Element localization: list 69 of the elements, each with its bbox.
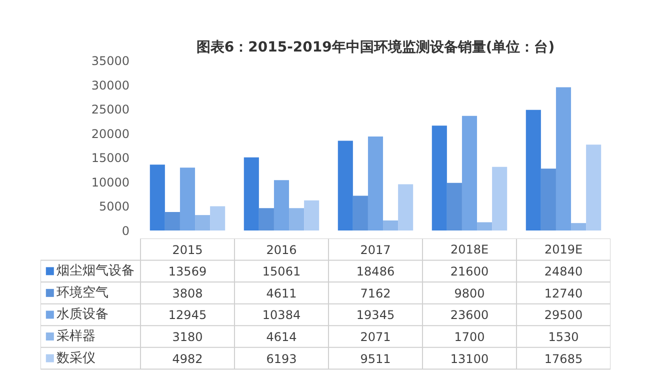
bar bbox=[164, 212, 180, 230]
bar bbox=[338, 140, 353, 230]
data-label: 1700 bbox=[454, 330, 485, 344]
bar bbox=[462, 116, 478, 230]
data-label: 3180 bbox=[172, 330, 203, 344]
legend-label: 水质设备 bbox=[56, 307, 108, 322]
data-label: 19345 bbox=[356, 308, 395, 322]
bar bbox=[432, 126, 447, 230]
bar bbox=[398, 184, 414, 230]
x-tick-label: 2019E bbox=[544, 242, 583, 256]
data-label: 3808 bbox=[172, 286, 203, 300]
bar bbox=[586, 144, 602, 230]
chart-title: 图表6：2015-2019年中国环境监测设备销量(单位：台) bbox=[196, 38, 555, 56]
bar bbox=[446, 182, 462, 230]
y-tick-label: 20000 bbox=[91, 126, 130, 141]
bar bbox=[383, 220, 398, 230]
x-tick-label: 2017 bbox=[360, 242, 391, 257]
bar bbox=[352, 196, 368, 230]
data-label: 9800 bbox=[454, 286, 485, 300]
y-tick-label: 15000 bbox=[91, 151, 130, 166]
data-label: 7162 bbox=[360, 286, 391, 300]
data-label: 4611 bbox=[266, 286, 297, 300]
bar bbox=[195, 215, 210, 230]
data-label: 21600 bbox=[450, 264, 489, 279]
bar bbox=[150, 164, 165, 230]
x-tick-label: 2016 bbox=[266, 242, 297, 257]
bar bbox=[492, 166, 508, 230]
data-label: 4614 bbox=[266, 330, 297, 344]
data-label: 13100 bbox=[450, 352, 489, 366]
y-tick-label: 25000 bbox=[91, 102, 130, 117]
x-tick-label: 2018E bbox=[450, 242, 489, 256]
data-label: 10384 bbox=[262, 308, 301, 322]
bar bbox=[289, 208, 304, 230]
y-tick-label: 0 bbox=[122, 224, 130, 238]
data-label: 24840 bbox=[544, 264, 583, 279]
bar bbox=[571, 223, 586, 230]
bar bbox=[258, 208, 274, 230]
data-label: 13569 bbox=[168, 264, 207, 279]
y-tick-label: 30000 bbox=[91, 78, 130, 92]
y-tick-label: 5000 bbox=[98, 200, 130, 214]
bar bbox=[244, 157, 259, 230]
bar bbox=[368, 136, 384, 230]
bar bbox=[304, 200, 320, 230]
bar bbox=[556, 87, 572, 230]
data-label: 12740 bbox=[544, 286, 583, 300]
data-label: 17685 bbox=[544, 352, 583, 366]
bar bbox=[210, 206, 226, 230]
data-label: 15061 bbox=[262, 264, 301, 279]
bar bbox=[274, 180, 290, 230]
data-label: 4982 bbox=[172, 352, 203, 366]
bar bbox=[540, 168, 556, 230]
legend-label: 采样器 bbox=[56, 328, 96, 344]
data-label: 2071 bbox=[360, 330, 391, 344]
data-label: 18486 bbox=[356, 264, 395, 279]
y-tick-label: 10000 bbox=[91, 175, 130, 190]
y-tick-label: 35000 bbox=[91, 54, 130, 68]
legend-label: 烟尘烟气设备 bbox=[56, 264, 134, 279]
data-label: 1530 bbox=[548, 330, 579, 344]
data-label: 29500 bbox=[544, 308, 583, 322]
legend-label: 环境空气 bbox=[56, 284, 108, 300]
x-tick-label: 2015 bbox=[172, 242, 203, 257]
data-label: 9511 bbox=[360, 352, 391, 366]
bar bbox=[526, 110, 541, 230]
data-label: 12945 bbox=[168, 308, 207, 322]
bar bbox=[180, 168, 196, 230]
bar bbox=[477, 222, 492, 230]
data-label: 23600 bbox=[450, 308, 489, 322]
data-label: 6193 bbox=[266, 352, 297, 366]
legend-label: 数采仪 bbox=[56, 350, 96, 366]
